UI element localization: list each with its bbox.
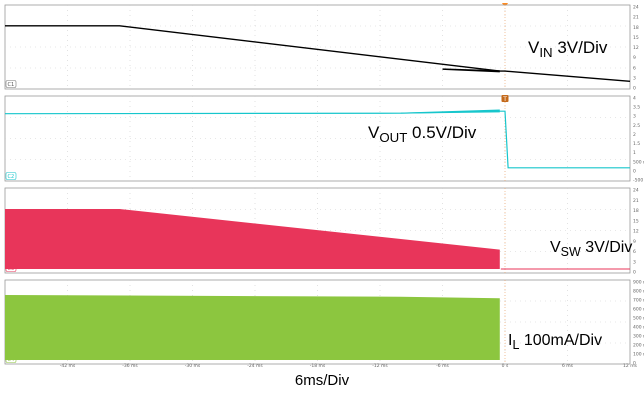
axis-tick-label: 1 [633,150,636,156]
channel-panel-c1: 24 21 18 15 12 9 6 3 0 C1 VIN 3V/Div [4,5,639,92]
x-tick-label: -12 ms [372,363,388,369]
axis-tick-label: 12 [633,45,639,51]
channel-panel-c2: 4 3.5 3 2.5 2 1.5 1 500 m 0 -500 m C2 VOUT 0.5V/Div [4,96,644,184]
axis-tick-label: 2.5 [633,123,640,129]
waveform-c3 [5,209,500,269]
waveform-c2 [4,110,630,169]
axis-tick-label: 6 [633,249,636,255]
channel-label-c1: VIN 3V/Div [528,38,608,60]
axis-tick-label: 3 [633,259,636,265]
waveform-c1 [5,25,631,82]
x-tick-label: -42 ms [60,363,76,369]
axis-tick-label: 4 [633,96,636,102]
channel-label-scale: 0.5V/Div [407,123,476,142]
axis-tick-label: 2 [633,132,636,138]
channel-label-sub: IN [539,45,552,60]
axis-tick-label: 12 [633,229,639,235]
axis-tick-label: 200 m [633,343,644,349]
x-tick-label: -18 ms [310,363,326,369]
axis-tick-label: 24 [633,188,639,194]
trigger-channel-marker-label: T [502,96,507,103]
channel-label-main: I [508,332,512,349]
axis-tick-label: 500 m [633,316,644,322]
axis-tick-label: 0 [633,270,636,276]
channel-label-c3: VSW 3V/Div [550,239,632,259]
axis-tick-label: 9 [633,55,636,61]
trigger-channel-marker [501,95,509,102]
axis-tick-label: 3 [633,114,636,120]
axis-tick-label: 700 m [633,298,644,304]
axis-tick-label: 100 m [633,352,644,358]
x-tick-label: -36 ms [122,363,138,369]
channel-panel-c4: 900 m 800 m 700 m 600 m 500 m 400 m 300 m 200 m… [4,280,644,367]
axis-tick-label: 21 [633,15,639,21]
axis-tick-label: 1.5 [633,141,640,147]
channel-tag: C1 [8,82,15,88]
channel-label-scale: 3V/Div [553,38,608,57]
axis-tick-label: 300 m [633,334,644,340]
vout-ripple-band [400,109,500,114]
channel-tag-box [5,172,17,180]
channel-label-c4: IL 100mA/Div [508,332,602,352]
channel-label-sub: OUT [379,130,407,145]
channel-label-scale: 100mA/Div [519,332,602,349]
axis-tick-label: 0 [633,361,636,367]
x-tick-label: 12 ms [623,363,638,369]
channel-label-c2: VOUT 0.5V/Div [368,123,477,145]
channel-label-sub: L [512,338,519,352]
x-tick-label: 6 ms [562,363,574,369]
channel-label-scale: 3V/Div [581,239,633,256]
channel-panel-c3: 24211815129630C3VSW 3V/Div [4,188,639,276]
axis-tick-label: 3 [633,75,636,81]
timebase-label: 6ms/Div [294,372,350,389]
x-tick-label: -30 ms [185,363,201,369]
axis-tick-label: 900 m [633,280,644,286]
channel-tag: C2 [8,174,15,180]
channel-label-sub: SW [561,245,581,259]
channel-tag-box [5,80,17,88]
waveform-c4 [5,295,500,360]
axis-tick-label: 0 [633,86,636,92]
axis-tick-label: 24 [633,5,639,11]
axis-tick-label: 15 [633,35,639,41]
axis-tick-label: 600 m [633,307,644,313]
axis-tick-label: 0 [633,168,636,174]
axis-tick-label: 400 m [633,325,644,331]
axis-tick-label: 6 [633,65,636,71]
axis-tick-label: 15 [633,218,639,224]
axis-tick-label: 18 [633,25,639,31]
x-tick-label: -6 ms [436,363,449,369]
axis-tick-label: 21 [633,198,639,204]
axis-tick-label: 500 m [633,159,644,165]
axis-tick-label: 9 [633,239,636,245]
channel-label-main: V [528,38,540,57]
x-tick-label: -24 ms [247,363,263,369]
channel-label-main: V [550,239,561,256]
axis-tick-label: 18 [633,208,639,214]
channel-label-main: V [368,123,380,142]
vin-ripple-band [442,68,500,73]
axis-tick-label: 800 m [633,289,644,295]
x-tick-label: 0 s [502,363,509,369]
axis-tick-label: -500 m [633,178,644,184]
axis-tick-label: 3.5 [633,105,640,111]
